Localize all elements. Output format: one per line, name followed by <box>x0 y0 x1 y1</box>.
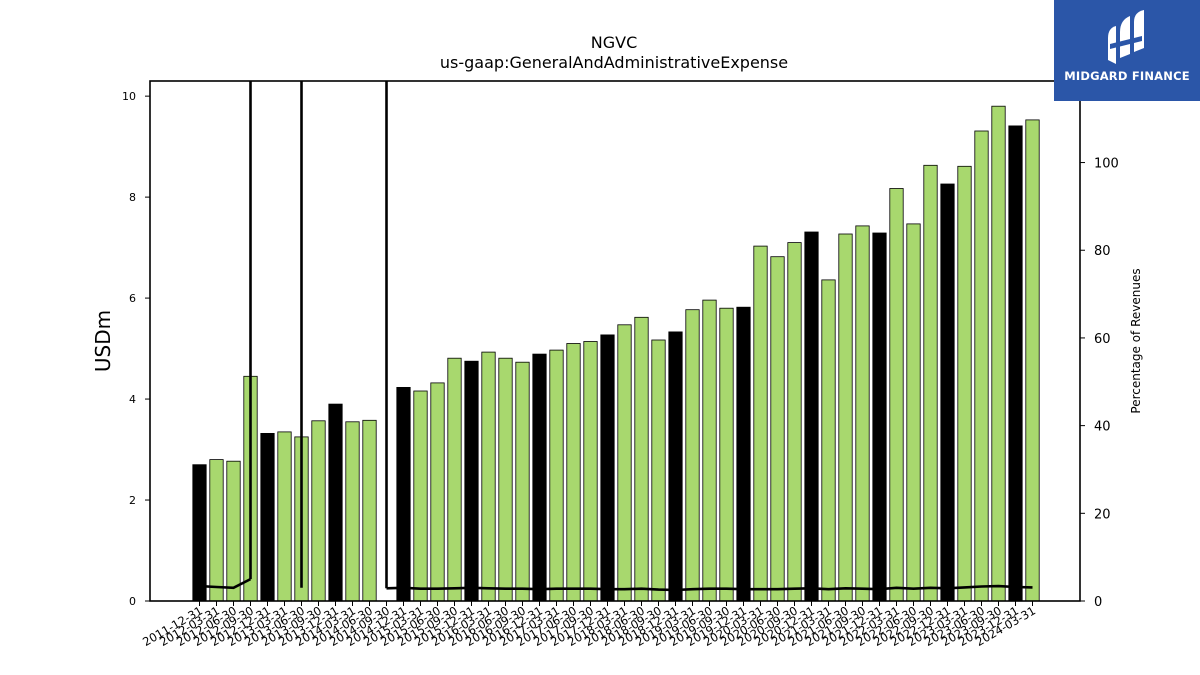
y2-axis-label: Percentage of Revenues <box>1129 268 1143 413</box>
plot-frame <box>149 80 1081 602</box>
y2-tick-label: 20 <box>1094 507 1111 522</box>
y-axis-left: 0 2 4 6 8 10 <box>122 90 150 608</box>
bars-group <box>192 105 1040 602</box>
chart-subtitle: us-gaap:GeneralAndAdministrativeExpense <box>439 53 789 72</box>
bar-2022-12-31 <box>940 183 955 602</box>
logo-wordmark: MIDGARD FINANCE <box>1064 69 1190 83</box>
bar-2022-09-30 <box>923 164 938 602</box>
bar-2012-12-31 <box>260 432 275 602</box>
bar-2014-12-31 <box>396 386 411 602</box>
y-tick-label: 0 <box>129 595 136 608</box>
bar-2021-06-30 <box>838 233 853 602</box>
midgard-logo-icon <box>1108 10 1144 64</box>
y2-tick-label: 60 <box>1094 332 1111 347</box>
y-tick-label: 6 <box>129 292 136 305</box>
y-tick-label: 10 <box>122 90 136 103</box>
bar-2016-12-31 <box>532 353 547 602</box>
bar-2019-06-30 <box>702 299 717 602</box>
bar-2017-03-31 <box>549 349 564 602</box>
percentage-line-segment <box>386 584 1033 592</box>
bar-2020-03-31 <box>753 245 768 602</box>
y-tick-label: 4 <box>129 393 136 406</box>
bar-2011-12-31 <box>192 464 207 602</box>
bar-2012-03-31 <box>209 459 224 602</box>
bar-2016-09-30 <box>515 361 530 602</box>
bar-2015-12-31 <box>464 360 479 602</box>
bar-2023-03-31 <box>957 165 972 602</box>
y-tick-label: 8 <box>129 191 136 204</box>
bar-2017-12-31 <box>600 334 615 602</box>
bar-2018-12-31 <box>668 331 683 602</box>
bar-2022-06-30 <box>906 223 921 602</box>
bar-2019-12-31 <box>736 306 751 602</box>
bar-2021-09-30 <box>855 225 870 602</box>
bar-2015-06-30 <box>430 382 445 602</box>
bar-2018-03-31 <box>617 324 632 602</box>
bar-2012-06-30 <box>226 460 241 602</box>
bar-2013-12-31 <box>328 403 343 602</box>
bar-2020-12-31 <box>804 231 819 602</box>
y2-tick-label: 80 <box>1094 244 1111 259</box>
bar-2016-03-31 <box>481 351 496 602</box>
y2-tick-label: 0 <box>1094 595 1102 610</box>
chart-title: NGVC <box>590 33 638 52</box>
y-axis-right: 0 20 40 60 80 100 <box>1080 157 1119 610</box>
y2-tick-label: 100 <box>1094 157 1119 172</box>
y-tick-label: 2 <box>129 494 136 507</box>
bar-2023-12-31 <box>1008 125 1023 602</box>
bar-2024-03-31 <box>1025 119 1040 602</box>
bar-2018-09-30 <box>651 339 666 602</box>
bar-2015-03-31 <box>413 390 428 602</box>
bar-2018-06-30 <box>634 316 649 602</box>
bar-2016-06-30 <box>498 357 513 602</box>
y2-tick-label: 40 <box>1094 420 1111 435</box>
bar-2015-09-30 <box>447 357 462 602</box>
bar-2019-09-30 <box>719 307 734 602</box>
bar-2023-06-30 <box>974 130 989 602</box>
percentage-line-group <box>199 81 1033 592</box>
x-axis: 2011-12-312012-03-312012-06-302012-09-30… <box>140 601 1038 649</box>
bar-2017-06-30 <box>566 343 581 602</box>
bar-2022-03-31 <box>889 188 904 602</box>
percentage-line-segment <box>199 577 252 590</box>
bar-2013-03-31 <box>277 431 292 602</box>
bar-2023-09-30 <box>991 105 1006 602</box>
bar-2021-12-31 <box>872 232 887 602</box>
midgard-finance-logo: MIDGARD FINANCE <box>1054 0 1200 101</box>
bar-2020-06-30 <box>770 256 785 602</box>
bar-2021-03-31 <box>821 279 836 602</box>
y-axis-label: USDm <box>91 310 115 372</box>
bar-2019-03-31 <box>685 309 700 602</box>
bar-2014-06-30 <box>362 419 377 602</box>
bar-2020-09-30 <box>787 242 802 602</box>
bar-2017-09-30 <box>583 341 598 602</box>
bar-2013-09-30 <box>311 420 326 602</box>
bar-2014-03-31 <box>345 421 360 602</box>
